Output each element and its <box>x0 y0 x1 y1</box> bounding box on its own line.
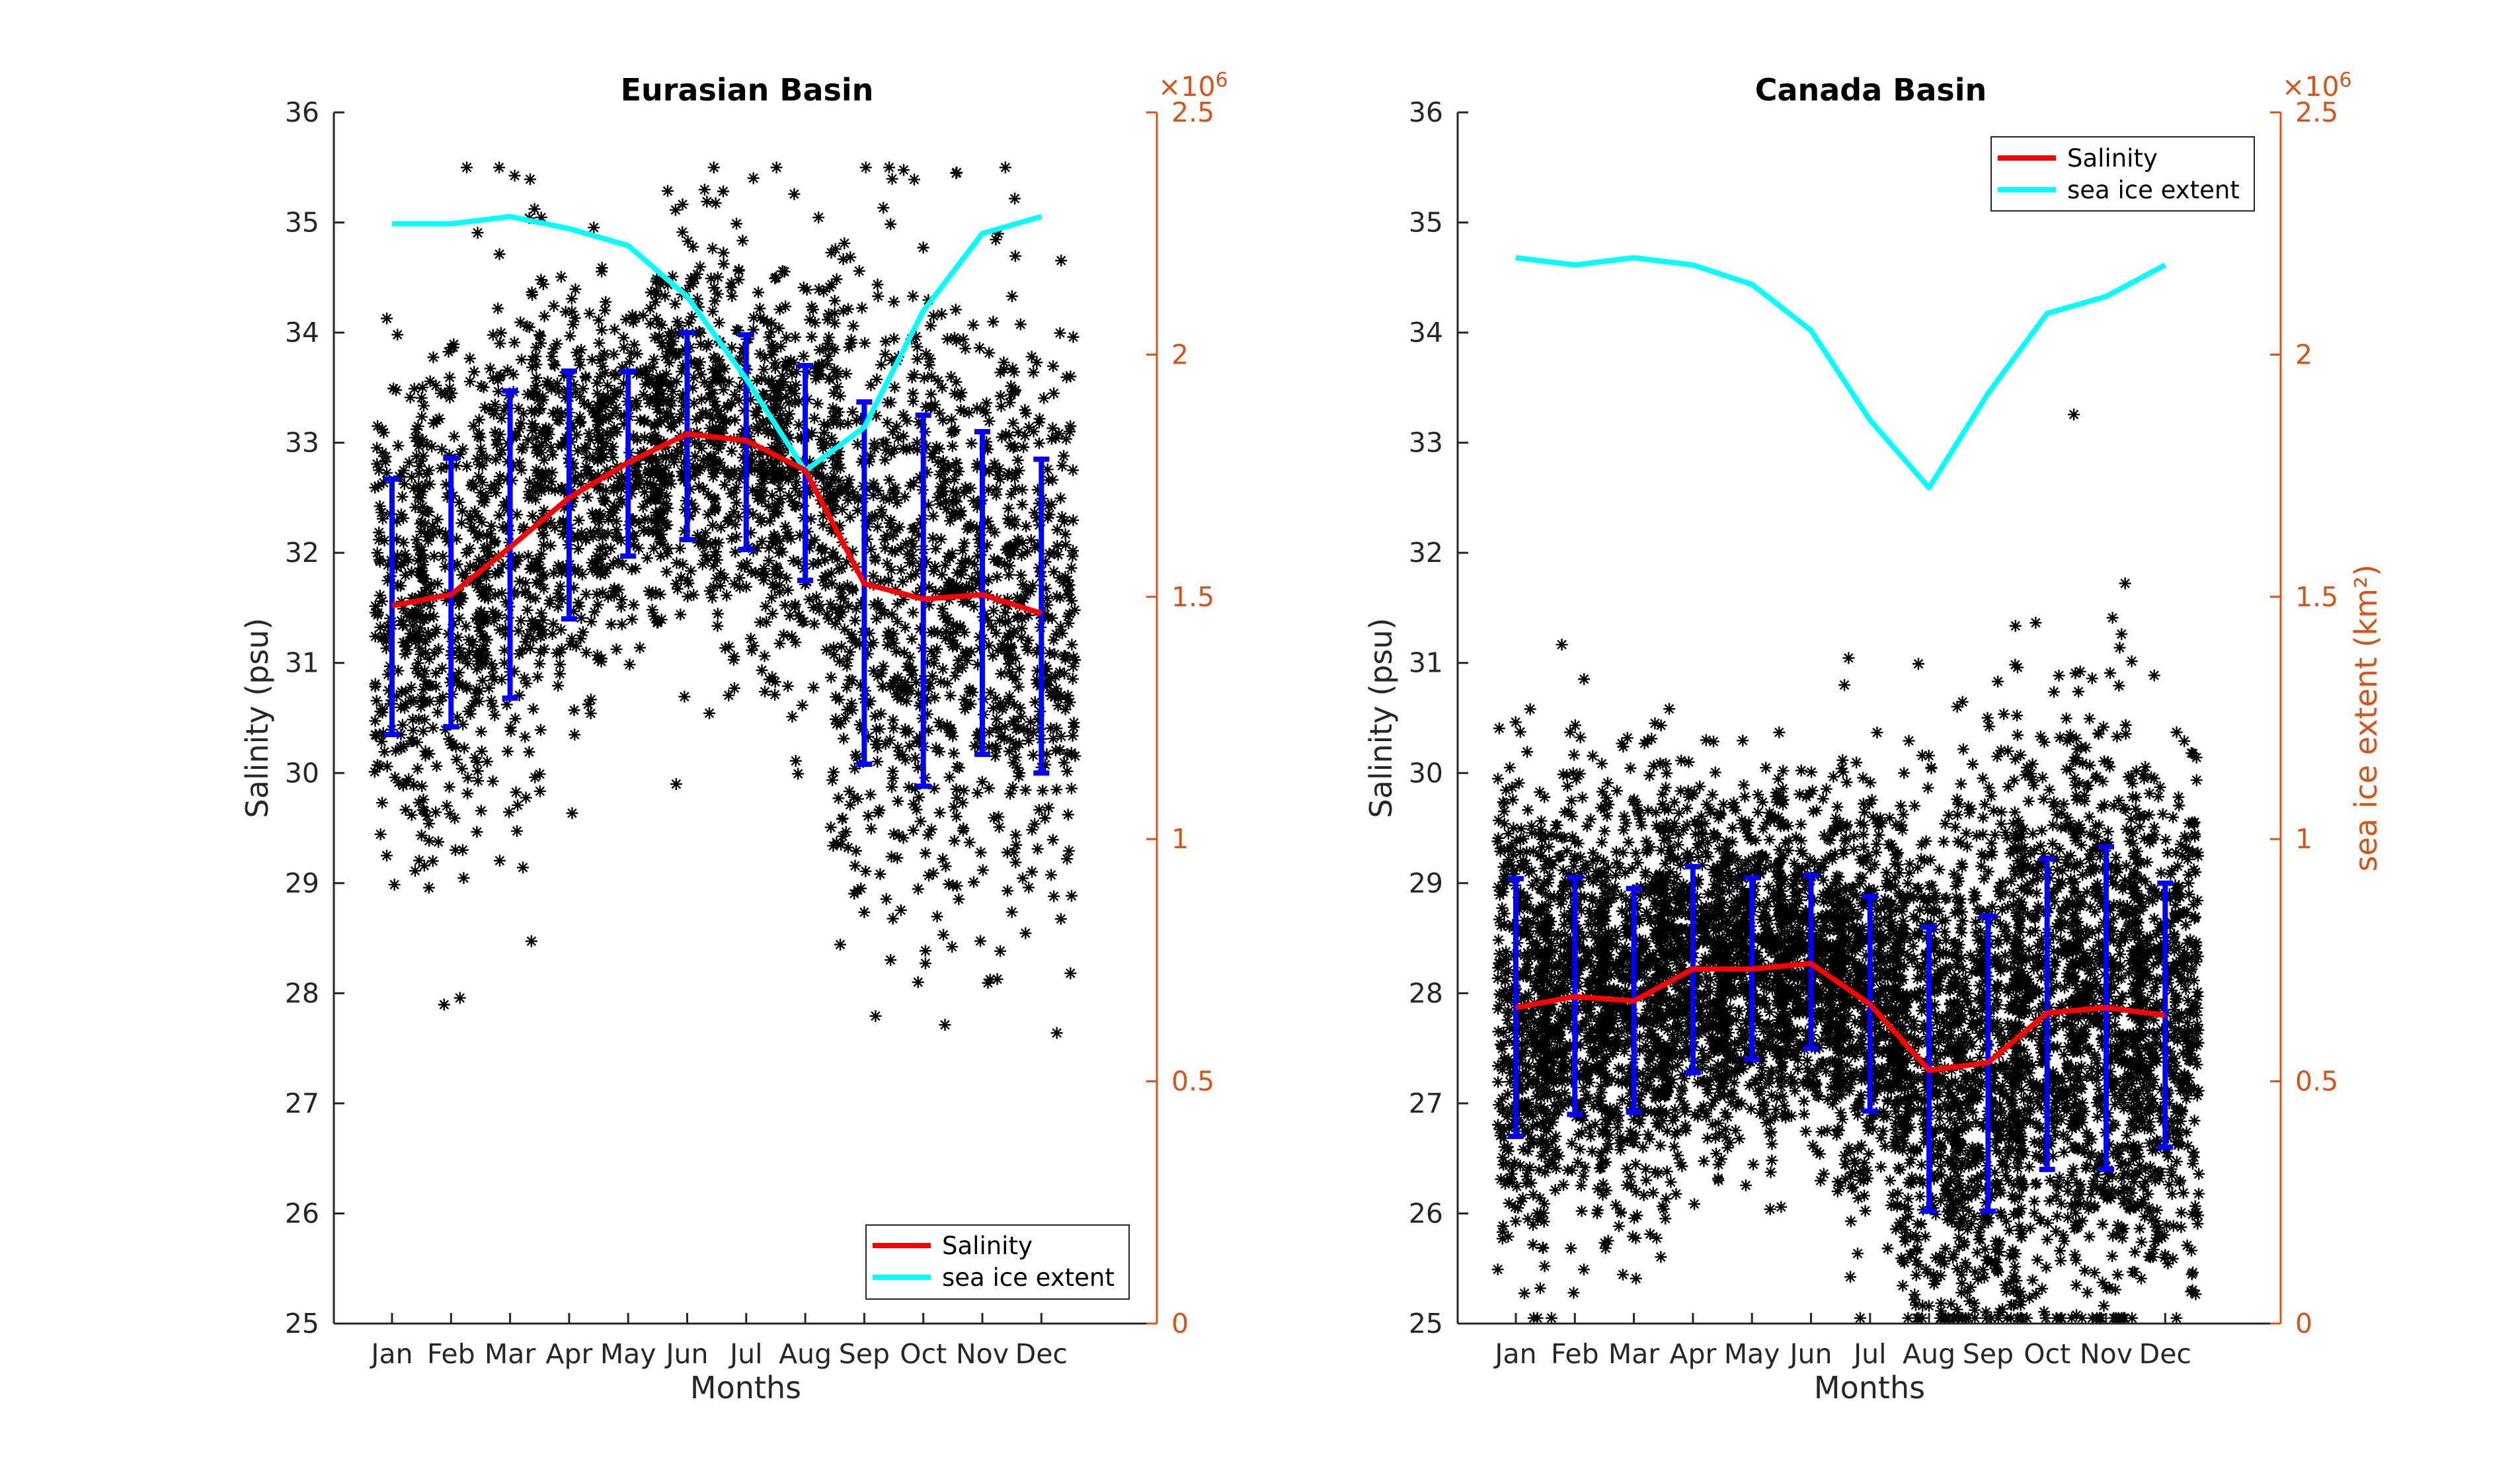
eurasian-legend-salinity-label: Salinity <box>942 1232 1033 1260</box>
canada-ytick-label: 28 <box>1409 977 1443 1009</box>
canada-rtick-label: 0 <box>2295 1308 2312 1339</box>
canada-left-ticks: 25 26 27 28 29 30 31 32 33 34 35 36 <box>1409 97 1468 1339</box>
eurasian-right-exponent: ×106 <box>1158 69 1228 102</box>
eurasian-ytick-label: 27 <box>285 1088 319 1119</box>
canada-xtick-label: Mar <box>1608 1338 1659 1370</box>
canada-xtick-label: Apr <box>1669 1338 1716 1370</box>
eurasian-xtick-label: Oct <box>900 1338 947 1370</box>
eurasian-title: Eurasian Basin <box>621 72 874 108</box>
eurasian-rtick-label: 0 <box>1171 1308 1189 1339</box>
canada-xtick-label: Sep <box>1963 1338 2014 1370</box>
canada-rtick-label: 2 <box>2295 338 2312 370</box>
eurasian-xtick-label: Apr <box>545 1338 592 1370</box>
eurasian-ytick-label: 29 <box>285 867 319 899</box>
eurasian-xtick-label: Jul <box>728 1338 762 1370</box>
canada-ytick-label: 25 <box>1409 1308 1443 1339</box>
canada-xtick-label: Jul <box>1852 1338 1886 1370</box>
canada-ytick-label: 34 <box>1409 317 1443 348</box>
eurasian-rtick-label: 1.5 <box>1171 581 1214 613</box>
eurasian-x-label: Months <box>690 1370 801 1406</box>
canada-xtick-label: May <box>1724 1338 1780 1370</box>
eurasian-ytick-label: 31 <box>285 647 319 679</box>
eurasian-xtick-label: Mar <box>485 1338 535 1370</box>
canada-ytick-label: 32 <box>1409 537 1443 569</box>
eurasian-legend-box <box>865 1224 1130 1300</box>
eurasian-xtick-label: Sep <box>839 1338 890 1370</box>
canada-title: Canada Basin <box>1755 72 1987 108</box>
eurasian-xtick-label: Jun <box>664 1338 708 1370</box>
eurasian-right-ticks: 0 0.5 1 1.5 2 2.5 <box>1146 97 1214 1339</box>
eurasian-ytick-label: 26 <box>285 1197 319 1229</box>
canada-rtick-label: 0.5 <box>2295 1066 2338 1097</box>
canada-legend-ice-label: sea ice extent <box>2067 176 2240 204</box>
eurasian-xtick-label: Jan <box>369 1338 413 1370</box>
canada-xtick-label: Feb <box>1551 1338 1599 1370</box>
eurasian-rtick-label: 0.5 <box>1171 1066 1214 1097</box>
eurasian-ytick-label: 36 <box>285 97 319 128</box>
canada-x-label: Months <box>1814 1370 1925 1406</box>
eurasian-legend-ice-label: sea ice extent <box>942 1263 1115 1292</box>
eurasian-y-label: Salinity (psu) <box>239 618 275 818</box>
canada-sea-ice-line <box>1515 255 2167 491</box>
eurasian-sea-ice-line <box>392 214 1043 474</box>
canada-ytick-label: 35 <box>1409 207 1443 239</box>
eurasian-ytick-label: 28 <box>285 977 319 1009</box>
eurasian-xtick-label: Dec <box>1015 1338 1068 1370</box>
canada-xtick-label: Dec <box>2139 1338 2191 1370</box>
canada-ytick-label: 30 <box>1409 757 1443 789</box>
canada-legend: Salinity sea ice extent <box>1990 136 2255 212</box>
eurasian-rtick-label: 2 <box>1171 338 1189 370</box>
canada-ytick-label: 27 <box>1409 1088 1443 1119</box>
canada-ytick-label: 31 <box>1409 647 1443 679</box>
eurasian-xtick-label: Aug <box>779 1338 832 1370</box>
canada-rtick-label: 1 <box>2295 823 2312 855</box>
canada-ytick-label: 33 <box>1409 427 1443 459</box>
eurasian-ytick-label: 25 <box>285 1308 319 1339</box>
canada-ytick-label: 29 <box>1409 867 1443 899</box>
eurasian-legend: Salinity sea ice extent <box>865 1224 1130 1300</box>
canada-month-ticks: Jan Feb Mar Apr May Jun Jul Aug Sep Oct Nov Dec <box>1493 1313 2191 1370</box>
canada-xtick-label: Aug <box>1903 1338 1955 1370</box>
canada-ytick-label: 36 <box>1409 97 1443 128</box>
eurasian-xtick-label: Nov <box>956 1338 1009 1370</box>
canada-salinity-line <box>1515 961 2166 1073</box>
canada-xtick-label: Jan <box>1493 1338 1536 1370</box>
eurasian-month-ticks: Jan Feb Mar Apr May Jun Jul Aug Sep Oct Nov Dec <box>369 1313 1068 1370</box>
eurasian-basin-panel: Eurasian Basin 252627282930313233343536 … <box>239 69 1228 1406</box>
canada-rtick-label: 1.5 <box>2295 581 2338 613</box>
eurasian-ytick-label: 34 <box>285 317 319 348</box>
eurasian-xtick-label: Feb <box>427 1338 475 1370</box>
canada-y-label: Salinity (psu) <box>1363 618 1399 818</box>
eurasian-rtick-label: 2.5 <box>1171 97 1214 128</box>
eurasian-ytick-label: 30 <box>285 757 319 789</box>
canada-right-exponent: ×106 <box>2282 69 2352 102</box>
canada-xtick-label: Oct <box>2024 1338 2070 1370</box>
canada-legend-box <box>1990 136 2255 212</box>
canada-xtick-label: Nov <box>2080 1338 2133 1370</box>
canada-right-ticks: 0 0.5 1 1.5 2 2.5 <box>2270 97 2338 1339</box>
canada-rtick-label: 2.5 <box>2295 97 2338 128</box>
canada-legend-salinity-label: Salinity <box>2067 144 2158 173</box>
eurasian-xtick-label: May <box>600 1338 656 1370</box>
eurasian-left-ticks: 25 26 27 28 29 30 31 32 33 34 35 36 <box>285 97 344 1339</box>
eurasian-ytick-label: 33 <box>285 427 319 459</box>
canada-xtick-label: Jun <box>1788 1338 1832 1370</box>
eurasian-ytick-label: 35 <box>285 207 319 239</box>
eurasian-salinity-line <box>391 431 1043 616</box>
canada-right-y-label: sea ice extent (km²) <box>2348 565 2384 872</box>
canada-ytick-label: 26 <box>1409 1197 1443 1229</box>
eurasian-rtick-label: 1 <box>1171 823 1189 855</box>
eurasian-ytick-label: 32 <box>285 537 319 569</box>
